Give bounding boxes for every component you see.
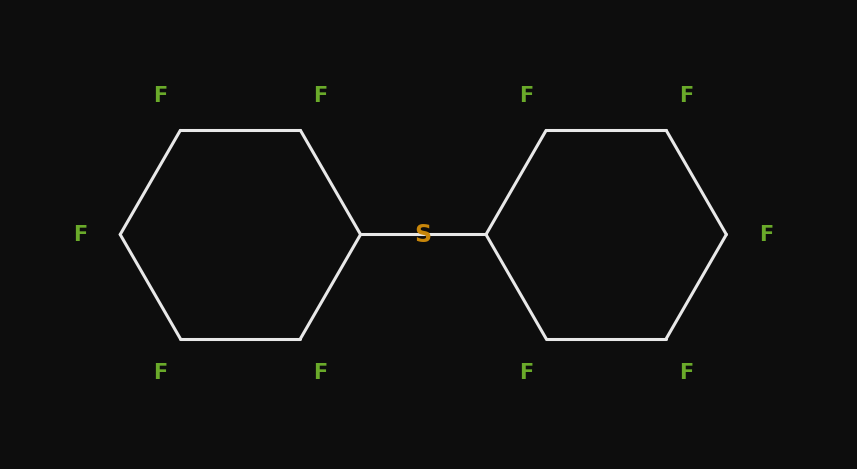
Text: F: F [74, 225, 87, 244]
Text: F: F [519, 363, 533, 383]
Text: F: F [153, 363, 168, 383]
Text: F: F [759, 225, 773, 244]
Text: F: F [313, 363, 327, 383]
Text: F: F [679, 363, 693, 383]
Text: F: F [519, 86, 533, 106]
Text: F: F [153, 86, 168, 106]
Text: S: S [415, 222, 432, 247]
Text: F: F [679, 86, 693, 106]
Text: F: F [313, 86, 327, 106]
